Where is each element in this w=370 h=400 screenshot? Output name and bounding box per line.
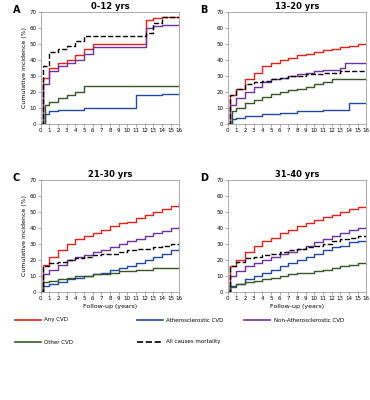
Y-axis label: Cumulative incidence (%): Cumulative incidence (%): [22, 28, 27, 108]
Title: 31-40 yrs: 31-40 yrs: [275, 170, 319, 179]
Title: 21-30 yrs: 21-30 yrs: [88, 170, 132, 179]
Text: C: C: [13, 173, 20, 183]
Text: Other CVD: Other CVD: [44, 340, 73, 344]
Y-axis label: Cumulative incidence (%): Cumulative incidence (%): [22, 196, 27, 276]
Text: D: D: [200, 173, 208, 183]
Text: Any CVD: Any CVD: [44, 318, 68, 322]
Text: A: A: [13, 5, 20, 15]
Text: Atherosclerostic CVD: Atherosclerostic CVD: [166, 318, 224, 322]
Text: B: B: [200, 5, 208, 15]
Title: 13-20 yrs: 13-20 yrs: [275, 2, 319, 11]
Text: All causes mortality: All causes mortality: [166, 340, 221, 344]
Text: Non-Atherosclerostic CVD: Non-Atherosclerostic CVD: [274, 318, 344, 322]
X-axis label: Follow-up (years): Follow-up (years): [270, 304, 324, 309]
X-axis label: Follow-up (years): Follow-up (years): [83, 304, 137, 309]
Title: 0-12 yrs: 0-12 yrs: [91, 2, 129, 11]
